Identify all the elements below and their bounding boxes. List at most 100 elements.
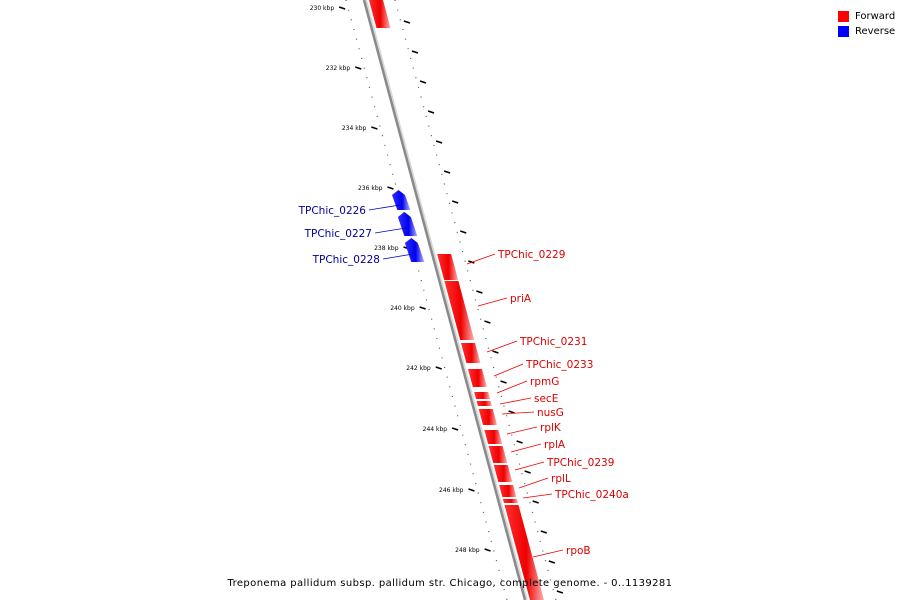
minor-tick: [540, 530, 547, 534]
forward-gene-block[interactable]: [493, 465, 513, 482]
gene-label-forward[interactable]: TPChic_0231: [519, 336, 587, 348]
minor-tick: [427, 110, 435, 114]
minor-tick: [443, 170, 451, 174]
reverse-gene-block[interactable]: [391, 190, 411, 210]
reverse-gene-block[interactable]: [397, 212, 418, 236]
minor-tick: [508, 410, 515, 414]
gene-label-leader: [368, 204, 401, 211]
forward-gene-block[interactable]: [502, 499, 518, 503]
minor-tick: [468, 260, 475, 264]
forward-gene-block[interactable]: [499, 485, 517, 497]
minor-tick: [524, 470, 531, 474]
gene-label-forward[interactable]: rpoB: [566, 545, 591, 557]
scale-tick-label: 238 kbp: [374, 245, 399, 252]
scale-tick: [338, 6, 346, 10]
legend-reverse-label: Reverse: [855, 26, 896, 37]
gene-label-forward[interactable]: rpmG: [530, 376, 559, 388]
gene-label-leader: [466, 253, 496, 265]
scale-tick: [435, 366, 442, 370]
gene-label-forward[interactable]: TPChic_0239: [546, 457, 614, 469]
forward-gene-block[interactable]: [368, 0, 391, 28]
minor-tick: [548, 560, 556, 564]
minor-tick: [532, 500, 539, 504]
scale-tick-label: 230 kbp: [310, 5, 335, 12]
gene-label-leader: [522, 493, 553, 499]
gene-label-reverse[interactable]: TPChic_0226: [298, 205, 367, 217]
genome-caption: Treponema pallidum subsp. pallidum str. …: [227, 578, 673, 589]
scale-tick-label: 244 kbp: [423, 426, 448, 433]
gene-label-leader: [510, 443, 542, 453]
legend: Forward Reverse: [838, 9, 895, 39]
minor-tick: [500, 380, 507, 384]
minor-tick: [411, 50, 419, 54]
reverse-swatch: [838, 26, 849, 37]
guide-line-left: [345, 0, 508, 600]
scale-tick-label: 246 kbp: [439, 487, 464, 494]
minor-tick: [451, 200, 459, 204]
minor-tick: [476, 290, 483, 294]
scale-tick: [355, 66, 362, 70]
minor-tick: [484, 320, 491, 324]
gene-label-leader: [496, 380, 528, 394]
minor-tick: [419, 80, 427, 84]
forward-gene-block[interactable]: [474, 392, 491, 399]
forward-gene-block[interactable]: [488, 446, 508, 463]
gene-label-reverse[interactable]: TPChic_0227: [304, 228, 372, 240]
gene-label-leader: [532, 549, 564, 558]
gene-label-forward[interactable]: TPChic_0233: [525, 359, 593, 371]
minor-tick: [403, 20, 411, 24]
scale-tick-label: 236 kbp: [358, 185, 383, 192]
scale-tick-label: 232 kbp: [326, 65, 351, 72]
scale-tick-label: 240 kbp: [390, 305, 415, 312]
scale-tick: [387, 186, 394, 190]
gene-label-forward[interactable]: rplL: [551, 473, 571, 485]
gene-label-leader: [382, 253, 414, 260]
gene-label-forward[interactable]: rplK: [540, 422, 562, 434]
forward-gene-block[interactable]: [504, 505, 544, 600]
forward-gene-block[interactable]: [444, 281, 475, 340]
gene-label-forward[interactable]: nusG: [537, 407, 564, 419]
minor-tick: [460, 230, 467, 234]
scale-tick: [451, 427, 459, 431]
gene-label-leader: [506, 426, 538, 435]
gene-label-forward[interactable]: priA: [510, 293, 532, 305]
forward-swatch: [838, 11, 849, 22]
legend-forward: Forward: [838, 9, 895, 24]
gene-label-forward[interactable]: rplA: [544, 439, 566, 451]
forward-gene-block[interactable]: [468, 369, 487, 387]
gene-label-leader: [477, 297, 508, 307]
scale-tick-label: 248 kbp: [455, 547, 480, 554]
gene-label-leader: [514, 461, 545, 471]
gene-label-forward[interactable]: secE: [534, 393, 558, 405]
scale-tick: [468, 488, 475, 492]
forward-gene-block[interactable]: [478, 409, 498, 425]
minor-tick: [492, 350, 499, 354]
gene-label-reverse[interactable]: TPChic_0228: [312, 254, 380, 266]
gene-label-leader: [518, 477, 549, 489]
gene-label-leader: [499, 397, 532, 405]
scale-tick: [484, 548, 491, 552]
legend-forward-label: Forward: [855, 11, 896, 22]
minor-tick: [556, 590, 564, 594]
guide-line-right: [394, 0, 557, 600]
forward-gene-block[interactable]: [484, 430, 503, 444]
minor-tick: [435, 140, 443, 144]
scale-tick: [419, 306, 426, 310]
gene-label-forward[interactable]: TPChic_0229: [497, 249, 565, 261]
scale-tick: [371, 126, 378, 130]
scale-tick-label: 242 kbp: [406, 365, 431, 372]
gene-label-leader: [486, 340, 518, 353]
forward-gene-block[interactable]: [476, 401, 492, 406]
gene-label-leader: [501, 411, 535, 415]
reverse-gene-block[interactable]: [404, 238, 425, 262]
forward-gene-block[interactable]: [437, 254, 459, 280]
scale-tick-label: 234 kbp: [342, 125, 367, 132]
minor-tick: [516, 440, 523, 444]
legend-reverse: Reverse: [838, 24, 895, 39]
gene-label-leader: [374, 227, 407, 234]
backbone: [362, 0, 527, 600]
forward-gene-block[interactable]: [461, 343, 481, 363]
gene-label-forward[interactable]: TPChic_0240a: [554, 489, 629, 501]
gene-label-leader: [493, 363, 524, 377]
